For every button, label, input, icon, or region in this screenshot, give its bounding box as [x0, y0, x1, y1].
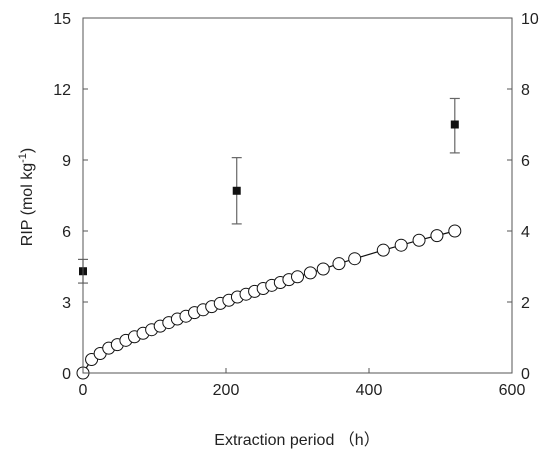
- data-point-square: [232, 186, 241, 195]
- y2-tick-label: 0: [521, 366, 530, 383]
- y-tick-label: 15: [53, 11, 71, 28]
- x-tick-label: 200: [213, 382, 240, 399]
- data-point-circle: [348, 252, 362, 266]
- y2-tick-label: 4: [521, 224, 530, 241]
- y2-tick-label: 8: [521, 82, 530, 99]
- data-point-circle: [376, 243, 390, 257]
- data-point-circle: [394, 238, 408, 252]
- y-axis-title-end: ): [19, 148, 36, 153]
- y2-tick-label: 10: [521, 11, 539, 28]
- x-tick-label: 600: [499, 382, 526, 399]
- y-tick-label: 0: [62, 366, 71, 383]
- y2-tick-label: 2: [521, 295, 530, 312]
- data-point-circle: [412, 233, 426, 247]
- x-axis-title: Extraction period （h）: [214, 431, 379, 449]
- data-point-circle: [316, 262, 330, 276]
- y-tick-label: 3: [62, 295, 71, 312]
- plot-frame: [82, 17, 513, 374]
- data-point-circle: [291, 270, 304, 284]
- data-point-square: [450, 120, 459, 129]
- y-tick-label: 9: [62, 153, 71, 170]
- data-point-circle: [303, 266, 317, 280]
- data-point-circle: [430, 229, 444, 243]
- x-tick-label: 400: [356, 382, 383, 399]
- x-tick-label: 0: [79, 382, 88, 399]
- y-axis-title-sup: -1: [17, 153, 29, 163]
- series-line: [82, 230, 455, 374]
- y-tick-label: 6: [62, 224, 71, 241]
- y-tick-label: 12: [53, 82, 71, 99]
- y2-tick-label: 6: [521, 153, 530, 170]
- data-point-circle: [448, 224, 462, 238]
- plot-area: [76, 97, 462, 380]
- y-axis-title: RIP (mol kg-1): [17, 148, 36, 246]
- y-axis-title-main: RIP (mol kg: [19, 163, 36, 246]
- data-point-circle: [332, 257, 346, 271]
